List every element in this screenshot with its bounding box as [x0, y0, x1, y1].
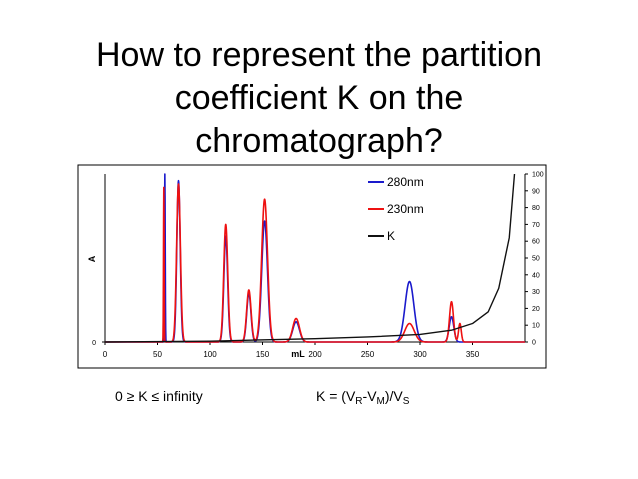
legend-label-280nm: 280nm: [387, 175, 424, 189]
chart-frame: [77, 164, 547, 369]
x-tick-label: 350: [466, 350, 480, 359]
y-left-tick-label: 0: [92, 340, 96, 347]
k-formula: K = (VR-VM)/VS: [316, 388, 409, 407]
formula-close: )/V: [384, 388, 403, 404]
title-line-1: How to represent the partition: [95, 36, 543, 74]
formula-sub-r: R: [355, 396, 363, 407]
x-tick-label: 0: [103, 350, 108, 359]
y-right-tick-label: 20: [532, 306, 540, 313]
y-right-tick-label: 60: [532, 239, 540, 246]
formula-sub-s: S: [402, 396, 410, 407]
y-right-tick-label: 10: [532, 323, 540, 330]
title-line-3: chromatograph?: [195, 122, 443, 160]
x-axis-label: mL: [291, 349, 305, 359]
y-right-tick-label: 30: [532, 289, 540, 296]
x-tick-label: 100: [203, 350, 217, 359]
y-right-tick-label: 70: [532, 222, 540, 229]
y-right-tick-label: 0: [532, 340, 536, 347]
y-axis-label: A: [87, 255, 97, 262]
y-right-tick-label: 40: [532, 272, 540, 279]
k-range-text: 0 ≥ K ≤ infinity: [115, 388, 203, 404]
x-tick-label: 150: [256, 350, 270, 359]
formula-dash: -V: [362, 388, 377, 404]
x-tick-label: 200: [308, 350, 322, 359]
legend-label-k: K: [387, 229, 395, 243]
legend-label-230nm: 230nm: [387, 202, 424, 216]
series-group: [104, 173, 526, 343]
y-right-tick-label: 80: [532, 205, 540, 212]
x-tick-label: 300: [413, 350, 427, 359]
x-tick-label: 50: [153, 350, 162, 359]
formula-prefix: K = (V: [316, 388, 356, 404]
slide-title: How to represent the partition coefficie…: [0, 34, 638, 163]
formula-sub-m: M: [376, 396, 385, 407]
legend: 280nm 230nm K: [368, 175, 424, 243]
y-right-tick-label: 50: [532, 256, 540, 263]
y-right-tick-label: 100: [532, 172, 544, 179]
y-axis-left: 0: [92, 174, 106, 347]
x-tick-label: 250: [361, 350, 375, 359]
series-line-k: [104, 173, 516, 343]
series-line-230nm: [104, 183, 526, 343]
title-line-2: coefficient K on the: [174, 79, 464, 117]
y-axis-right: 0 10 20 30 40 50 60 70 80 90 100: [524, 172, 544, 347]
y-right-tick-label: 90: [532, 188, 540, 195]
